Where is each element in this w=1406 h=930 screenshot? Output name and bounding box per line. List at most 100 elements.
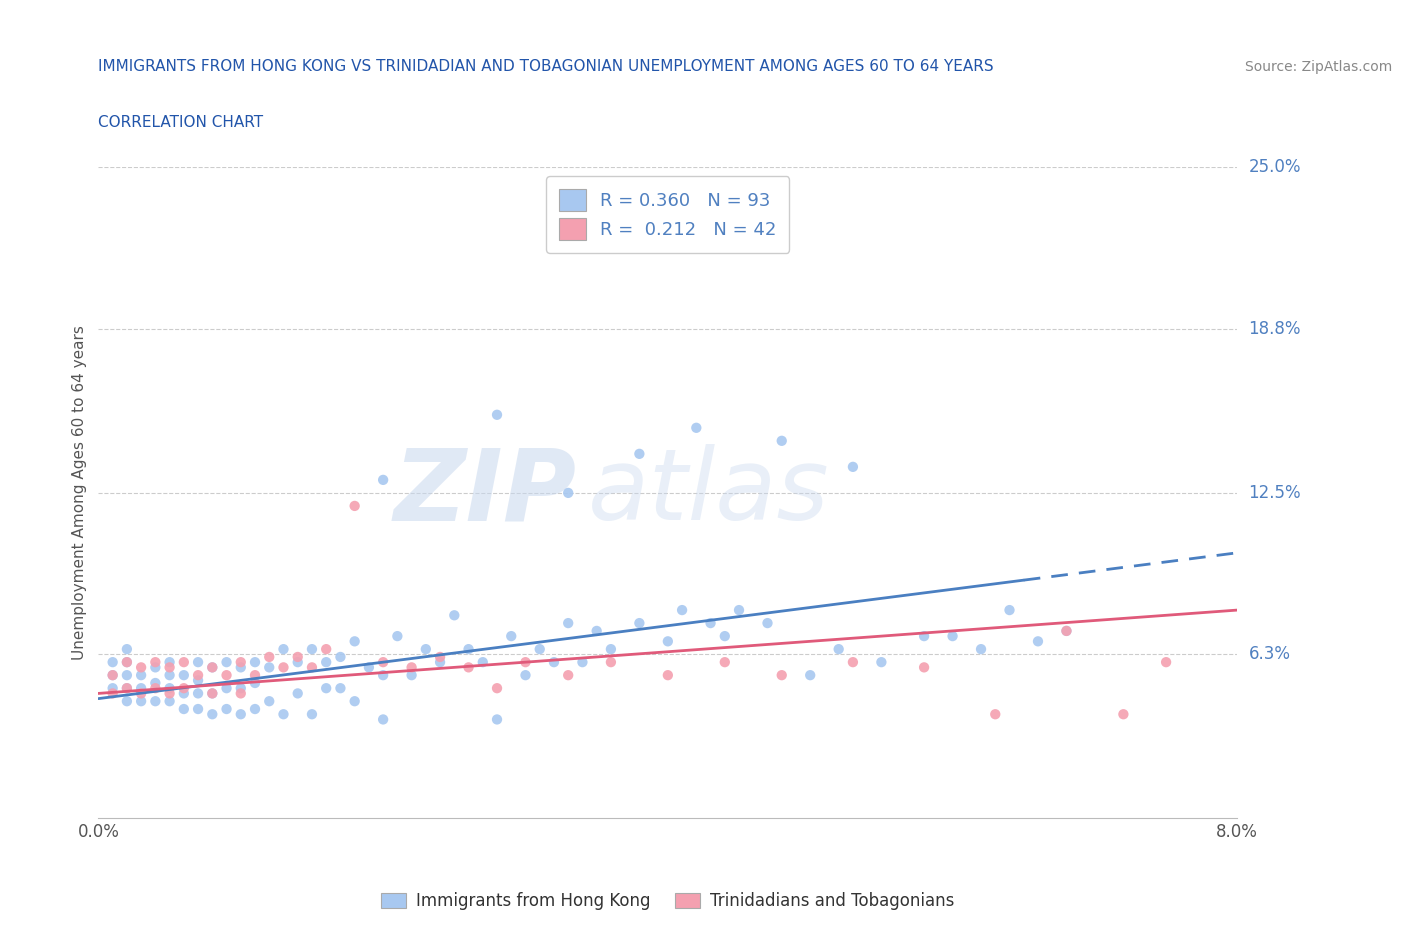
Point (371, 668, 394, 683)
Point (243, 701, 266, 716)
Point (129, 668, 152, 683)
Text: 12.5%: 12.5% (1249, 484, 1301, 502)
Point (401, 660, 423, 675)
Point (115, 668, 138, 683)
Point (101, 686, 124, 701)
Point (159, 660, 181, 675)
Point (173, 701, 195, 716)
Point (187, 655, 209, 670)
Point (229, 655, 252, 670)
Text: 6.3%: 6.3% (1249, 645, 1291, 663)
Point (159, 655, 181, 670)
Point (671, 603, 693, 618)
Point (115, 681, 138, 696)
Point (585, 623, 607, 638)
Point (912, 660, 935, 675)
Point (145, 675, 167, 690)
Point (229, 681, 252, 696)
Point (187, 668, 209, 683)
Point (115, 655, 138, 670)
Point (115, 642, 138, 657)
Point (329, 681, 352, 696)
Point (329, 649, 352, 664)
Point (501, 629, 523, 644)
Point (173, 681, 195, 696)
Point (842, 655, 865, 670)
Point (699, 616, 721, 631)
Point (371, 472, 394, 487)
Point (998, 603, 1021, 618)
Y-axis label: Unemployment Among Ages 60 to 64 years: Unemployment Among Ages 60 to 64 years (72, 326, 87, 660)
Point (628, 616, 651, 631)
Point (129, 694, 152, 709)
Point (173, 668, 195, 683)
Point (273, 707, 295, 722)
Point (1154, 655, 1177, 670)
Point (401, 668, 423, 683)
Point (429, 655, 451, 670)
Point (129, 686, 152, 701)
Point (215, 701, 238, 716)
Point (415, 642, 437, 657)
Point (259, 649, 281, 664)
Point (229, 660, 252, 675)
Point (273, 642, 295, 657)
Point (115, 694, 138, 709)
Point (984, 707, 1007, 722)
Point (259, 660, 281, 675)
Point (201, 660, 224, 675)
Text: atlas: atlas (588, 445, 830, 541)
Point (457, 660, 479, 675)
Point (600, 642, 623, 657)
Point (828, 642, 851, 657)
Point (201, 707, 224, 722)
Point (215, 655, 238, 670)
Point (287, 655, 309, 670)
Point (301, 642, 323, 657)
Point (657, 668, 679, 683)
Point (557, 668, 579, 683)
Text: IMMIGRANTS FROM HONG KONG VS TRINIDADIAN AND TOBAGONIAN UNEMPLOYMENT AMONG AGES : IMMIGRANTS FROM HONG KONG VS TRINIDADIAN… (98, 60, 994, 74)
Point (259, 694, 281, 709)
Point (145, 655, 167, 670)
Point (315, 655, 337, 670)
Point (129, 681, 152, 696)
Point (101, 681, 124, 696)
Point (486, 681, 509, 696)
Point (515, 668, 537, 683)
Point (429, 649, 451, 664)
Point (357, 660, 380, 675)
Point (273, 660, 295, 675)
Point (457, 642, 479, 657)
Point (628, 446, 651, 461)
Point (770, 433, 793, 448)
Point (486, 712, 509, 727)
Point (870, 655, 893, 670)
Point (159, 668, 181, 683)
Point (657, 634, 679, 649)
Point (201, 660, 224, 675)
Text: 18.8%: 18.8% (1249, 320, 1301, 338)
Point (243, 675, 266, 690)
Point (215, 668, 238, 683)
Point (1056, 623, 1078, 638)
Point (159, 681, 181, 696)
Point (970, 642, 993, 657)
Point (557, 616, 579, 631)
Point (571, 655, 593, 670)
Point (229, 686, 252, 701)
Text: Source: ZipAtlas.com: Source: ZipAtlas.com (1244, 60, 1392, 74)
Point (1056, 623, 1078, 638)
Point (600, 655, 623, 670)
Point (287, 686, 309, 701)
Point (912, 629, 935, 644)
Point (215, 681, 238, 696)
Point (371, 712, 394, 727)
Point (1026, 634, 1049, 649)
Point (145, 681, 167, 696)
Point (770, 668, 793, 683)
Point (343, 634, 366, 649)
Text: ZIP: ZIP (394, 445, 576, 541)
Point (728, 603, 751, 618)
Point (529, 642, 551, 657)
